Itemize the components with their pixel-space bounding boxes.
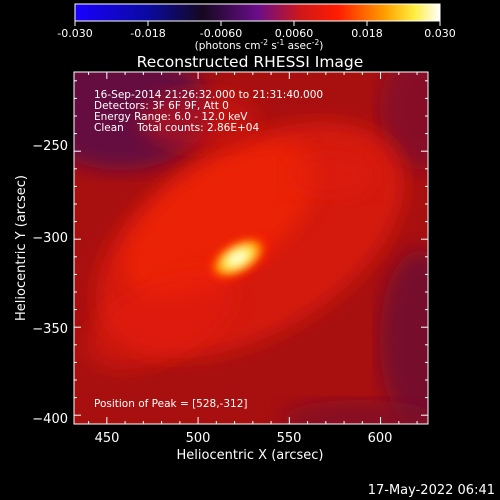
- y-axis-label: Heliocentric Y (arcsec): [14, 175, 29, 321]
- colorbar-tick-label: -0.018: [130, 27, 165, 40]
- colorbar-tick-label: 0.0060: [275, 27, 314, 40]
- y-tick-label: −400: [32, 412, 68, 427]
- x-tick-label: 500: [186, 431, 211, 446]
- x-tick-label: 450: [95, 431, 120, 446]
- footer-timestamp: 17-May-2022 06:41: [368, 483, 495, 498]
- y-tick-label: −250: [32, 139, 68, 154]
- colorbar-tick-label: 0.030: [424, 27, 456, 40]
- colorbar-tick-label: -0.030: [57, 27, 92, 40]
- x-tick-label: 600: [368, 431, 393, 446]
- colorbar-units: (photons cm-2 s-1 asec-2): [195, 38, 324, 52]
- peak-position-text: Position of Peak = [528,-312]: [94, 398, 248, 410]
- axis-ticks: [74, 72, 428, 424]
- colorbar: -0.030 -0.018 -0.0060 0.0060 0.018 0.030…: [57, 3, 456, 52]
- colorbar-ticks: [74, 21, 441, 26]
- chart-title: Reconstructed RHESSI Image: [137, 53, 364, 71]
- x-axis-label: Heliocentric X (arcsec): [177, 448, 324, 463]
- clean-counts-text: Clean Total counts: 2.86E+04: [94, 122, 259, 134]
- x-tick-label: 550: [277, 431, 302, 446]
- colorbar-tick-label: -0.0060: [200, 27, 242, 40]
- energy-range-text: Energy Range: 6.0 - 12.0 keV: [94, 111, 248, 123]
- y-tick-label: −300: [32, 231, 68, 246]
- colorbar-gradient: [74, 3, 441, 22]
- image-annotations: 16-Sep-2014 21:26:32.000 to 21:31:40.000…: [94, 89, 323, 410]
- plot-frame: [73, 71, 429, 425]
- colorbar-tick-label: 0.018: [351, 27, 383, 40]
- heatmap-image: [74, 72, 428, 424]
- detectors-text: Detectors: 3F 6F 9F, Att 0: [94, 100, 229, 112]
- y-tick-label: −350: [32, 322, 68, 337]
- time-range-text: 16-Sep-2014 21:26:32.000 to 21:31:40.000: [94, 89, 323, 101]
